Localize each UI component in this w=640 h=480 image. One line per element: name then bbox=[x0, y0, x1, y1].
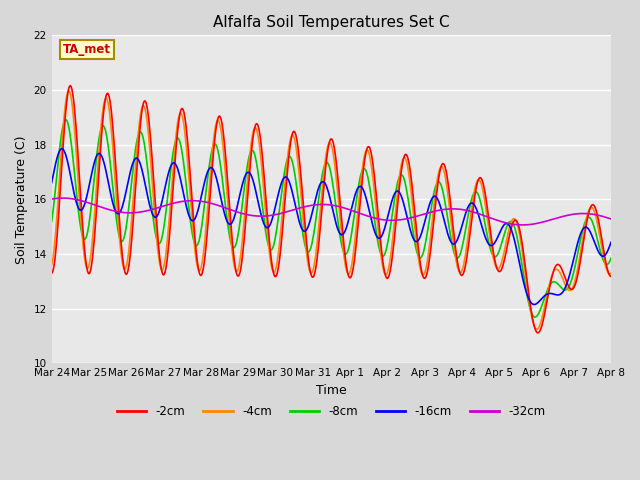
Title: Alfalfa Soil Temperatures Set C: Alfalfa Soil Temperatures Set C bbox=[213, 15, 450, 30]
Y-axis label: Soil Temperature (C): Soil Temperature (C) bbox=[15, 135, 28, 264]
Legend: -2cm, -4cm, -8cm, -16cm, -32cm: -2cm, -4cm, -8cm, -16cm, -32cm bbox=[112, 401, 550, 423]
Text: TA_met: TA_met bbox=[63, 43, 111, 56]
X-axis label: Time: Time bbox=[316, 384, 347, 397]
